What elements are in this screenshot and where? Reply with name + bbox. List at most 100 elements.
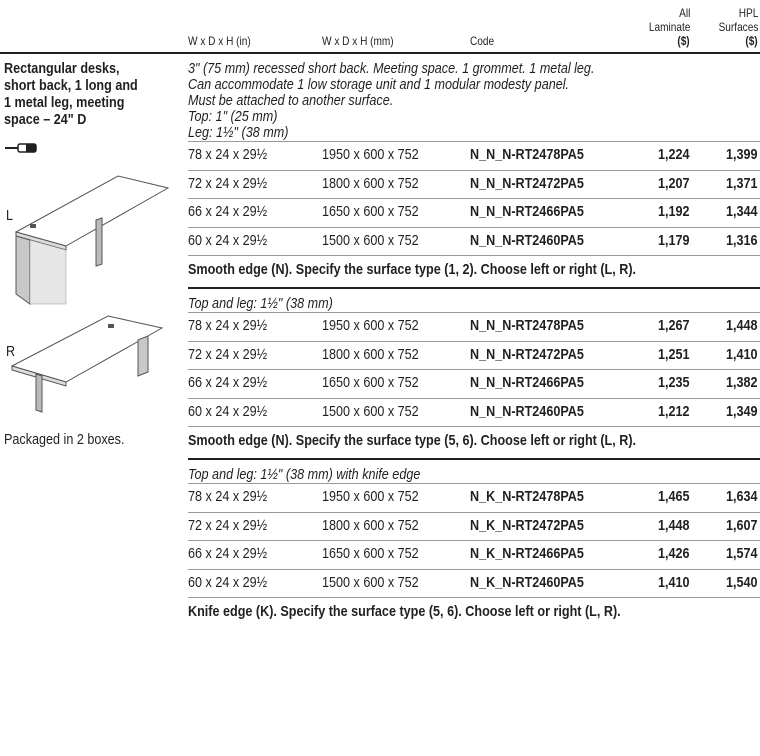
row-rule (188, 511, 760, 513)
desk-left-image (14, 175, 170, 305)
code: N_N_N-RT2478PA5 (470, 317, 584, 334)
column-header: W x D x H (mm) (322, 34, 394, 48)
note: Top and leg: 1½" (38 mm) with knife edge (188, 466, 421, 483)
code: N_N_N-RT2460PA5 (470, 402, 584, 420)
row-rule (188, 597, 760, 598)
price-hpl: 1,448 (726, 317, 758, 334)
left-label: L (6, 207, 14, 224)
price-hpl: 1,349 (726, 402, 758, 420)
price-laminate: 1,179 (658, 231, 690, 249)
product-title: short back, 1 long and (4, 77, 138, 94)
section-footer: Smooth edge (N). Specify the surface typ… (188, 261, 637, 278)
size-mm: 1650 x 600 x 752 (322, 203, 419, 220)
size-mm: 1500 x 600 x 752 (322, 402, 419, 420)
row-rule (188, 426, 760, 427)
size-mm: 1650 x 600 x 752 (322, 374, 419, 391)
price-hpl: 1,316 (726, 231, 758, 249)
row-rule (188, 369, 760, 370)
size-mm: 1800 x 600 x 752 (322, 516, 419, 534)
row-rule (188, 226, 760, 228)
column-header: Laminate (648, 20, 690, 34)
desk-right-image (10, 315, 164, 413)
size-mm: 1800 x 600 x 752 (322, 174, 419, 192)
section-footer: Smooth edge (N). Specify the surface typ… (188, 432, 637, 449)
note: Top and leg: 1½" (38 mm) (188, 295, 333, 312)
section-footer: Knife edge (K). Specify the surface type… (188, 603, 621, 620)
header-rule (0, 52, 760, 54)
price-laminate: 1,192 (658, 203, 690, 220)
row-rule (188, 397, 760, 399)
size-in: 78 x 24 x 29½ (188, 146, 268, 163)
column-header: Code (470, 34, 495, 48)
tool-icon (5, 143, 37, 153)
note: Top: 1" (25 mm) (188, 108, 278, 125)
price-laminate: 1,410 (658, 573, 690, 591)
size-mm: 1950 x 600 x 752 (322, 146, 419, 163)
packaging-note: Packaged in 2 boxes. (4, 431, 125, 448)
row-rule (188, 255, 760, 256)
size-mm: 1500 x 600 x 752 (322, 231, 419, 249)
row-rule (188, 198, 760, 199)
note: 3" (75 mm) recessed short back. Meeting … (188, 60, 595, 77)
size-in: 72 x 24 x 29½ (188, 174, 268, 192)
size-in: 78 x 24 x 29½ (188, 317, 268, 334)
price-laminate: 1,465 (658, 488, 690, 505)
column-header: HPL (738, 6, 758, 20)
size-in: 78 x 24 x 29½ (188, 488, 268, 505)
note: Must be attached to another surface. (188, 92, 394, 109)
size-mm: 1950 x 600 x 752 (322, 488, 419, 505)
section-rule (188, 287, 760, 289)
column-header: W x D x H (in) (188, 34, 251, 48)
row-rule (188, 340, 760, 342)
size-in: 66 x 24 x 29½ (188, 203, 268, 220)
price-hpl: 1,399 (726, 146, 758, 163)
note: Leg: 1½" (38 mm) (188, 124, 289, 141)
row-rule (188, 169, 760, 171)
code: N_N_N-RT2478PA5 (470, 146, 584, 163)
size-in: 72 x 24 x 29½ (188, 516, 268, 534)
size-in: 66 x 24 x 29½ (188, 374, 268, 391)
size-in: 66 x 24 x 29½ (188, 545, 268, 562)
price-laminate: 1,207 (658, 174, 690, 192)
column-header: ($) (745, 34, 758, 48)
size-mm: 1800 x 600 x 752 (322, 345, 419, 363)
code: N_N_N-RT2466PA5 (470, 374, 584, 391)
column-header: All (678, 6, 690, 20)
price-hpl: 1,382 (726, 374, 758, 391)
size-mm: 1950 x 600 x 752 (322, 317, 419, 334)
price-laminate: 1,224 (658, 146, 690, 163)
price-hpl: 1,634 (726, 488, 758, 505)
code: N_N_N-RT2472PA5 (470, 345, 584, 363)
price-hpl: 1,607 (726, 516, 758, 534)
product-title: 1 metal leg, meeting (4, 94, 125, 111)
right-label: R (6, 343, 16, 360)
size-in: 60 x 24 x 29½ (188, 231, 268, 249)
size-in: 60 x 24 x 29½ (188, 573, 268, 591)
code: N_N_N-RT2460PA5 (470, 231, 584, 249)
size-mm: 1500 x 600 x 752 (322, 573, 419, 591)
price-laminate: 1,251 (658, 345, 690, 363)
size-in: 72 x 24 x 29½ (188, 345, 268, 363)
row-rule (188, 141, 760, 142)
price-hpl: 1,371 (726, 174, 758, 192)
row-rule (188, 483, 760, 484)
row-rule (188, 568, 760, 570)
price-hpl: 1,574 (726, 545, 758, 562)
size-mm: 1650 x 600 x 752 (322, 545, 419, 562)
code: N_K_N-RT2460PA5 (470, 573, 584, 591)
code: N_K_N-RT2472PA5 (470, 516, 584, 534)
product-title: Rectangular desks, (4, 60, 120, 77)
price-hpl: 1,540 (726, 573, 758, 591)
code: N_K_N-RT2478PA5 (470, 488, 584, 505)
column-header: ($) (677, 34, 690, 48)
column-header: Surfaces (718, 20, 758, 34)
price-laminate: 1,426 (658, 545, 690, 562)
code: N_K_N-RT2466PA5 (470, 545, 584, 562)
price-laminate: 1,212 (658, 402, 690, 420)
price-hpl: 1,410 (726, 345, 758, 363)
price-laminate: 1,235 (658, 374, 690, 391)
price-laminate: 1,448 (658, 516, 690, 534)
product-title: space – 24" D (4, 111, 87, 128)
code: N_N_N-RT2466PA5 (470, 203, 584, 220)
